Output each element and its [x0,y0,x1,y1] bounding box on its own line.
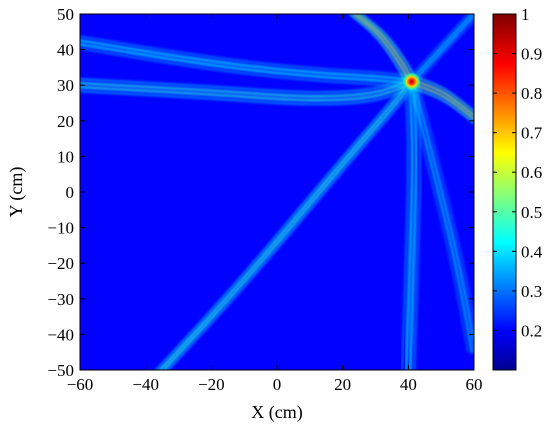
wavefront-line [416,80,474,325]
wavefront-line [410,78,474,117]
colorbar-tick-label: 0.4 [521,242,543,261]
wavefront-line [80,86,413,106]
y-tick-label: 10 [57,147,74,166]
wavefront-line [404,80,469,353]
colorbar-tick-label: 0.8 [521,84,542,103]
focus-peak [402,72,421,91]
y-axis-label: Y (cm) [6,167,27,218]
wavefront-line [412,80,474,348]
y-tick-label: 20 [57,112,74,131]
wavefront-band-down-right [404,80,474,354]
wavefront-line [401,80,409,370]
wavefront-line [80,74,413,94]
y-tick-label: 30 [57,76,74,95]
colorbar-tick-label: 0.6 [521,163,542,182]
wavefront-line [80,35,413,77]
wavefront-line [404,14,469,83]
wavefront-line [162,80,415,370]
wavefront-band-lower-left [155,80,419,370]
y-tick-label: −40 [47,325,74,344]
wavefront-line [409,80,418,370]
wavefront-line [352,14,411,83]
colorbar-tick-label: 0.3 [521,282,542,301]
y-axis: 50 40 30 20 10 0 −10 −20 −30 −40 −50 [47,5,474,380]
y-tick-label: −30 [47,290,74,309]
x-tick-label: −20 [198,375,225,394]
y-tick-label: −10 [47,219,74,238]
y-tick-label: −50 [47,361,74,380]
x-axis-label: X (cm) [251,402,302,423]
wavefront-line [80,78,413,98]
y-tick-label: 50 [57,5,74,24]
wavefront-bands [80,14,474,370]
x-tick-label: 60 [466,375,483,394]
plot-area [79,13,475,371]
wavefront-line [155,80,407,370]
wavefront-line [356,14,415,83]
x-tick-label: −60 [67,375,94,394]
x-tick-label: −40 [132,375,159,394]
wavefront-line [80,39,413,81]
wavefront-line [410,82,474,121]
wavefront-band-upper-left [80,35,413,89]
x-tick-label: 20 [334,375,351,394]
colorbar-ticks: 1 0.9 0.8 0.7 0.6 0.5 0.4 0.3 0.2 [493,5,543,340]
y-tick-label: 40 [57,41,74,60]
y-tick-label: −20 [47,254,74,273]
x-tick-label: 40 [400,375,417,394]
wavefront-line [167,80,419,370]
wavefront-line [408,14,474,83]
wavefront-band-right [410,74,474,124]
colorbar-gradient [492,13,517,371]
colorbar-tick-label: 0.7 [521,124,543,143]
colorbar-tick-label: 0.5 [521,203,542,222]
colorbar-tick-label: 0.9 [521,45,542,64]
wavefront-line [80,82,413,102]
wavefront-line [412,14,474,83]
wavefront-line [158,80,411,370]
x-tick-label: 0 [273,375,282,394]
x-axis: −60 −40 −20 0 20 40 60 [67,14,483,394]
wavefront-line [416,19,474,83]
wavefront-line [410,86,474,124]
colorbar-tick-label: 0.2 [521,321,542,340]
wavefront-band-top [349,14,419,83]
wavefront-line [80,47,413,89]
y-tick-label: 0 [66,183,75,202]
wavefront-line [408,80,474,354]
wavefront-line [349,14,407,83]
colorbar: 1 0.9 0.8 0.7 0.6 0.5 0.4 0.3 0.2 [492,5,543,371]
wavefront-band-upper-right [404,14,474,83]
colorbar-tick-label: 1 [521,5,530,24]
wavefront-band-left [80,74,413,106]
wavefront-line [405,80,414,370]
wavefront-line [410,74,474,112]
wavefront-line [361,14,419,83]
wavefront-line [80,43,413,85]
